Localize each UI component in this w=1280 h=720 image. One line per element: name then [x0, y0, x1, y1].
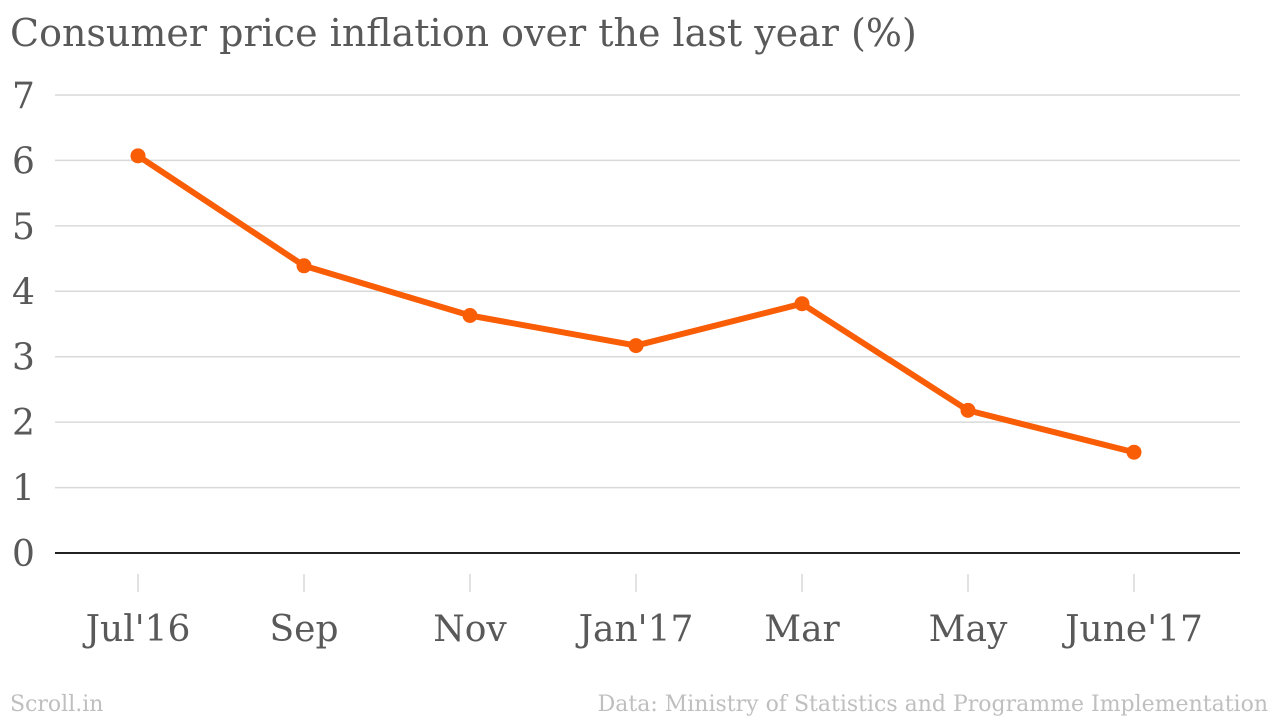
source-brand: Scroll.in	[10, 692, 104, 717]
y-tick-label: 5	[12, 207, 35, 248]
x-tick-label: Jan'17	[575, 609, 694, 650]
chart-title: Consumer price inflation over the last y…	[10, 11, 917, 55]
x-tick-label: June'17	[1061, 609, 1203, 650]
x-tick-label: Nov	[433, 609, 507, 650]
y-axis-ticks: 0 1 2 3 4 5 6 7	[12, 76, 35, 575]
data-point	[794, 296, 810, 312]
y-tick-label: 1	[12, 469, 35, 510]
data-point	[130, 148, 146, 164]
y-tick-label: 3	[12, 338, 35, 379]
x-tick-label: Mar	[764, 609, 840, 650]
x-tick-label: Sep	[269, 609, 338, 650]
data-point	[1126, 444, 1142, 460]
y-tick-label: 0	[12, 534, 35, 575]
data-point	[296, 258, 312, 274]
y-tick-label: 6	[12, 141, 35, 182]
data-point	[462, 307, 478, 323]
y-tick-label: 2	[12, 403, 35, 444]
series-line	[135, 152, 1137, 456]
data-point	[960, 402, 976, 418]
x-tick-label: Jul'16	[82, 609, 191, 650]
gridlines	[55, 94, 1240, 554]
data-point	[628, 338, 644, 354]
inflation-series	[130, 148, 1142, 460]
x-tick-label: May	[929, 609, 1008, 650]
y-tick-label: 4	[12, 272, 35, 313]
x-axis-ticks: Jul'16 Sep Nov Jan'17 Mar May June'17	[82, 574, 1203, 650]
y-tick-label: 7	[12, 76, 35, 117]
data-credit: Data: Ministry of Statistics and Program…	[597, 692, 1268, 717]
